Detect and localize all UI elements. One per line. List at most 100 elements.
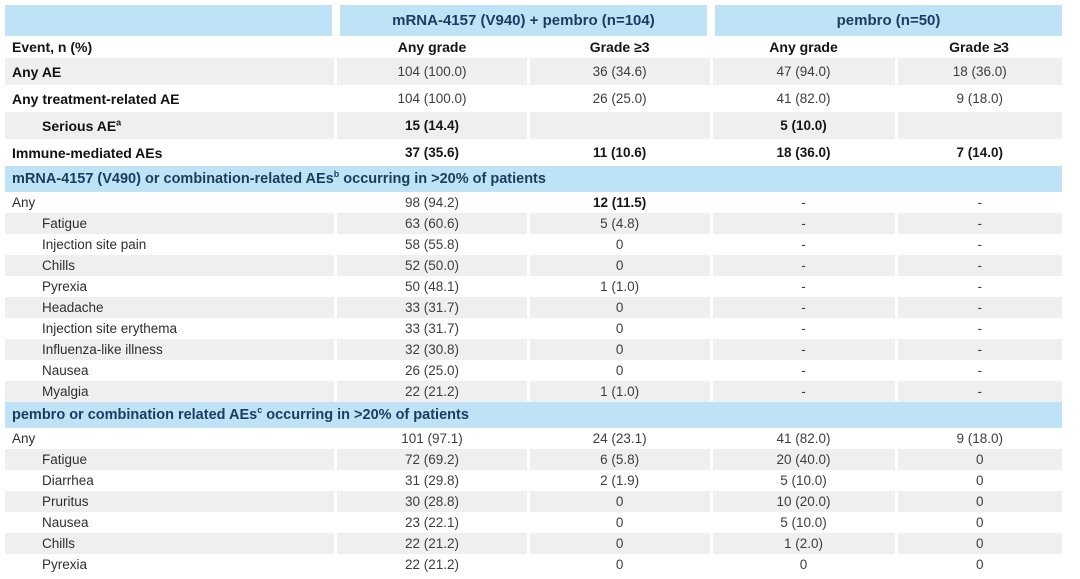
event-label-cell: Chills (5, 533, 336, 554)
value-cell: 0 (894, 449, 1062, 470)
table-row: Nausea 26 (25.0) 0- - (5, 360, 1062, 381)
event-label-cell: Myalgia (5, 381, 336, 402)
value-cell: 58 (55.8) (334, 234, 529, 255)
event-label: Any (12, 431, 36, 446)
value-cell: - (894, 276, 1062, 297)
event-label-cell: Any treatment-related AE (5, 85, 336, 112)
value-cell: 63 (60.6) (334, 213, 529, 234)
value-cell: 104 (100.0) (334, 85, 529, 112)
value-cell: - (894, 339, 1062, 360)
event-label: Pruritus (42, 494, 89, 509)
column-header-anygrade-combo: Any grade (335, 36, 529, 58)
value-cell: 0 (526, 297, 712, 318)
value-cell: 0 (526, 339, 712, 360)
table-row: Chills 52 (50.0) 0- - (5, 255, 1062, 276)
value-cell: 36 (34.6) (526, 58, 712, 85)
section-header: pembro or combination related AEsc occur… (5, 402, 1062, 428)
event-label-cell: Fatigue (5, 213, 336, 234)
event-label-cell: Pyrexia (5, 554, 336, 575)
value-cell: 30 (28.8) (334, 491, 529, 512)
group-header-combo: mRNA-4157 (V940) + pembro (n=104) (331, 5, 712, 36)
event-label: Injection site pain (42, 237, 147, 252)
value-cell: 0 (526, 318, 712, 339)
value-cell: 104 (100.0) (334, 58, 529, 85)
value-cell: - (709, 318, 897, 339)
value-cell: 12 (11.5) (526, 192, 712, 213)
section-title-rest: occurring in >20% of patients (262, 407, 469, 423)
event-label: Any AE (12, 63, 62, 80)
table-row: Any AE 104 (100.0) 36 (34.6) 47 (94.0) 18 (3… (5, 58, 1062, 85)
event-label: Immune-mediated AEs (12, 144, 163, 161)
column-header-grade3-pembro: Grade ≥3 (896, 36, 1062, 58)
event-label: Chills (42, 536, 76, 551)
value-cell: - (709, 360, 897, 381)
value-cell: - (894, 360, 1062, 381)
table-row: Pyrexia 50 (48.1) 1 (1.0) - - (5, 276, 1062, 297)
value-cell: 0 (526, 554, 712, 575)
event-label-cell: Diarrhea (5, 470, 336, 491)
value-cell: 50 (48.1) (334, 276, 529, 297)
value-cell: 33 (31.7) (334, 318, 529, 339)
value-cell: 0 (709, 554, 897, 575)
value-cell: 1 (1.0) (526, 276, 712, 297)
value-cell: 47 (94.0) (709, 58, 897, 85)
value-cell: - (709, 339, 897, 360)
event-label-cell: Pyrexia (5, 276, 336, 297)
value-cell: - (709, 192, 897, 213)
table-row: Headache 33 (31.7) 0- - (5, 297, 1062, 318)
event-label: Any treatment-related AE (12, 90, 180, 107)
table-row: Diarrhea 31 (29.8) 2 (1.9) 5 (10.0) 0 (5, 470, 1062, 491)
event-label: Pyrexia (42, 557, 88, 572)
value-cell: 0 (526, 491, 712, 512)
corner-cell (5, 5, 336, 36)
value-cell: 33 (31.7) (334, 297, 529, 318)
value-cell: 72 (69.2) (334, 449, 529, 470)
event-label: Headache (42, 300, 104, 315)
event-label: Pyrexia (42, 279, 88, 294)
section-title: pembro or combination related AEs (12, 407, 258, 423)
value-cell: 10 (20.0) (709, 491, 897, 512)
event-label-cell: Chills (5, 255, 336, 276)
event-label: Serious AE (42, 117, 117, 134)
superscript: b (333, 169, 340, 180)
value-cell: - (709, 276, 897, 297)
event-label-cell: Headache (5, 297, 336, 318)
event-label: Myalgia (42, 384, 89, 399)
value-cell: 15 (14.4) (334, 112, 529, 139)
table-row: Injection site erythema 33 (31.7) 0- - (5, 318, 1062, 339)
value-cell: 20 (40.0) (709, 449, 897, 470)
event-label: Fatigue (42, 216, 88, 231)
value-cell: 22 (21.2) (334, 381, 529, 402)
value-cell: 1 (1.0) (526, 381, 712, 402)
table-row: Nausea 23 (22.1) 0 5 (10.0) 0 (5, 512, 1062, 533)
value-cell: 1 (2.0) (709, 533, 897, 554)
column-header-anygrade-pembro: Any grade (711, 36, 897, 58)
value-cell: - (894, 192, 1062, 213)
value-cell: - (709, 255, 897, 276)
value-cell: 26 (25.0) (526, 85, 712, 112)
section-title: mRNA-4157 (V490) or combination-related … (12, 171, 334, 187)
event-label: Influenza-like illness (42, 342, 163, 357)
value-cell: 41 (82.0) (709, 428, 897, 449)
value-cell: - (894, 213, 1062, 234)
table-row: Any 98 (94.2) 12 (11.5) - - (5, 192, 1062, 213)
value-cell: 7 (14.0) (894, 139, 1062, 166)
event-label-cell: Injection site erythema (5, 318, 336, 339)
value-cell: 5 (10.0) (709, 112, 897, 139)
event-label-cell: Nausea (5, 360, 336, 381)
value-cell: 24 (23.1) (526, 428, 712, 449)
value-cell: 37 (35.6) (334, 139, 529, 166)
value-cell: 31 (29.8) (334, 470, 529, 491)
table-row: Serious AEa 15 (14.4) 5 (10.0) (5, 112, 1062, 139)
value-cell: 26 (25.0) (334, 360, 529, 381)
event-label-cell: Any AE (5, 58, 336, 85)
value-cell: 0 (894, 554, 1062, 575)
column-header-grade3-combo: Grade ≥3 (528, 36, 712, 58)
value-cell: 52 (50.0) (334, 255, 529, 276)
value-cell: - (709, 381, 897, 402)
table-row: Any 101 (97.1) 24 (23.1) 41 (82.0) 9 (18.0) (5, 428, 1062, 449)
table-row: Chills 22 (21.2) 0 1 (2.0) 0 (5, 533, 1062, 554)
event-label-cell: Fatigue (5, 449, 336, 470)
value-cell (894, 112, 1062, 139)
event-label-cell: Injection site pain (5, 234, 336, 255)
